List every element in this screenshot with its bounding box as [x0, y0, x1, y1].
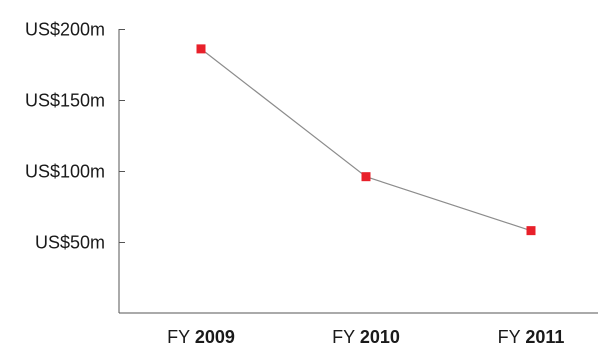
y-tick-label: US$200m — [25, 20, 105, 40]
data-point-marker — [361, 172, 371, 182]
x-category-year: 2011 — [525, 327, 564, 347]
data-point-marker — [526, 226, 536, 236]
x-category-prefix: FY — [332, 327, 355, 347]
series-line — [200, 48, 532, 232]
x-category-label: FY 2011 — [498, 327, 565, 347]
data-point-marker — [196, 44, 206, 54]
x-category-year: 2009 — [195, 327, 235, 347]
x-axis-categories: FY 2009 FY 2010 FY 2011 — [167, 327, 564, 347]
series-layer — [196, 44, 536, 236]
x-category-year: 2010 — [360, 327, 400, 347]
x-category-prefix: FY — [498, 327, 521, 347]
y-tick-label: US$100m — [25, 162, 105, 182]
x-category-prefix: FY — [167, 327, 190, 347]
y-tick-label: US$50m — [35, 233, 105, 253]
y-axis-ticks: US$50m US$100m US$150m US$200m — [25, 20, 125, 253]
y-tick-label: US$150m — [25, 91, 105, 111]
x-category-label: FY 2010 — [332, 327, 400, 347]
x-category-label: FY 2009 — [167, 327, 235, 347]
